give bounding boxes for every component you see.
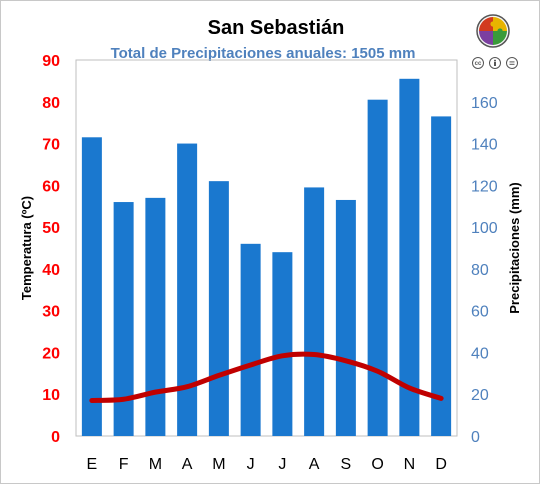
chart-title: San Sebastián — [208, 17, 345, 39]
left-tick-label: 20 — [42, 345, 60, 362]
precipitation-bar — [431, 116, 452, 437]
left-tick-label: 90 — [42, 53, 60, 70]
right-tick-label: 120 — [471, 178, 498, 195]
plot-area: 0 10 20 30 40 50 60 70 80 90 0 20 40 60 80 100 120 140 160… — [42, 53, 498, 473]
month-label: F — [119, 456, 129, 473]
left-tick-label: 60 — [42, 178, 60, 195]
month-label: O — [371, 456, 383, 473]
temperature-line — [89, 351, 444, 403]
plot-border — [75, 59, 458, 437]
svg-text:cc: cc — [475, 61, 482, 67]
left-tick-label: 80 — [42, 95, 60, 112]
month-label: S — [341, 456, 352, 473]
month-label: M — [212, 456, 225, 473]
precipitation-bar — [145, 197, 166, 436]
right-tick-label: 100 — [471, 220, 498, 237]
precipitation-bar — [208, 181, 229, 436]
left-axis-label: Temperatura (ºC) — [19, 196, 34, 300]
precipitation-bar — [113, 202, 134, 436]
left-tick-label: 40 — [42, 262, 60, 279]
right-tick-label: 0 — [471, 429, 480, 446]
left-tick-label: 10 — [42, 387, 60, 404]
precipitation-bar — [81, 137, 102, 437]
right-tick-label: 160 — [471, 95, 498, 112]
right-tick-label: 80 — [471, 262, 489, 279]
left-tick-label: 30 — [42, 304, 60, 321]
chart-subtitle: Total de Precipitaciones anuales: 1505 m… — [111, 45, 416, 62]
precipitation-bar — [304, 187, 325, 436]
precipitation-bar — [177, 143, 198, 437]
month-label: A — [182, 456, 193, 473]
precipitation-bar — [272, 252, 293, 436]
cc-icon: cc — [472, 57, 484, 69]
precipitation-bar — [367, 99, 388, 436]
right-tick-label: 20 — [471, 387, 489, 404]
month-label: E — [87, 456, 98, 473]
precipitation-bar — [335, 199, 356, 436]
month-label: N — [404, 456, 416, 473]
month-label: M — [149, 456, 162, 473]
month-label: D — [435, 456, 447, 473]
left-tick-label: 70 — [42, 137, 60, 154]
left-tick-label: 0 — [51, 429, 60, 446]
climate-puzzle-logo — [476, 14, 510, 48]
precipitation-bar — [240, 243, 261, 436]
left-tick-label: 50 — [42, 220, 60, 237]
right-tick-label: 140 — [471, 137, 498, 154]
right-tick-label: 60 — [471, 304, 489, 321]
equals-icon — [506, 57, 518, 69]
month-label: J — [278, 456, 286, 473]
month-label: A — [309, 456, 320, 473]
precipitation-bar — [399, 78, 420, 437]
right-tick-label: 40 — [471, 345, 489, 362]
attribution-icon — [489, 57, 501, 69]
right-axis-label: Precipitaciones (mm) — [507, 182, 522, 314]
month-label: J — [247, 456, 255, 473]
